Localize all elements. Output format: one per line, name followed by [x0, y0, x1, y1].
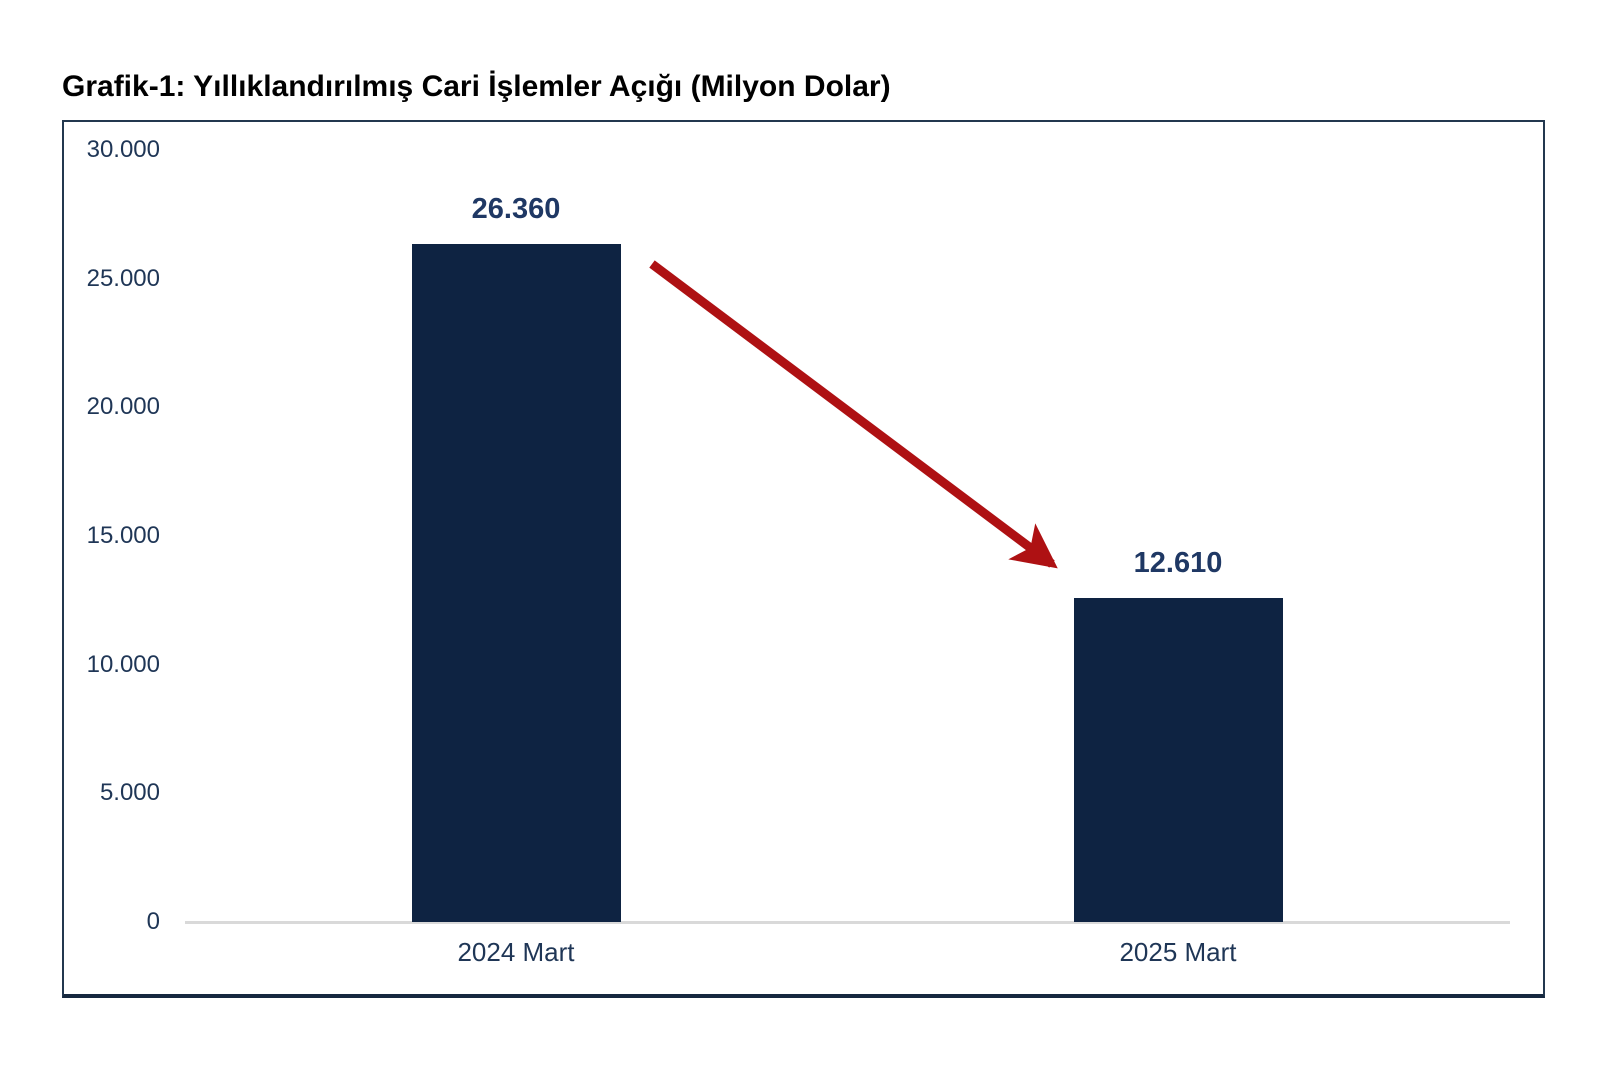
- y-axis-tick-label: 15.000: [86, 522, 160, 549]
- x-axis-category-label: 2025 Mart: [1119, 937, 1237, 967]
- decrease-arrow-icon: [649, 260, 1058, 569]
- y-axis-tick-label: 10.000: [86, 650, 160, 678]
- bar-2024-mart: [411, 243, 621, 922]
- y-axis-tick-label: 0: [146, 908, 160, 935]
- y-axis-tick-label: 20.000: [86, 393, 160, 421]
- bar-value-label: 12.610: [1133, 546, 1223, 579]
- y-axis-tick-label: 5.000: [99, 779, 160, 807]
- bar-2025-mart: [1073, 597, 1283, 922]
- chart-title: Grafik-1: Yıllıklandırılmış Cari İşlemle…: [62, 70, 891, 103]
- bar-value-label: 26.360: [471, 192, 561, 225]
- y-axis-tick-label: 25.000: [86, 264, 160, 292]
- x-axis-category-label: 2024 Mart: [457, 937, 575, 967]
- bar-chart: 30.000 25.000 20.000 15.000 10.000 5.000 0 26.3…: [62, 120, 1545, 998]
- y-axis-tick-label: 30.000: [86, 136, 160, 163]
- x-axis-line: [185, 921, 1510, 924]
